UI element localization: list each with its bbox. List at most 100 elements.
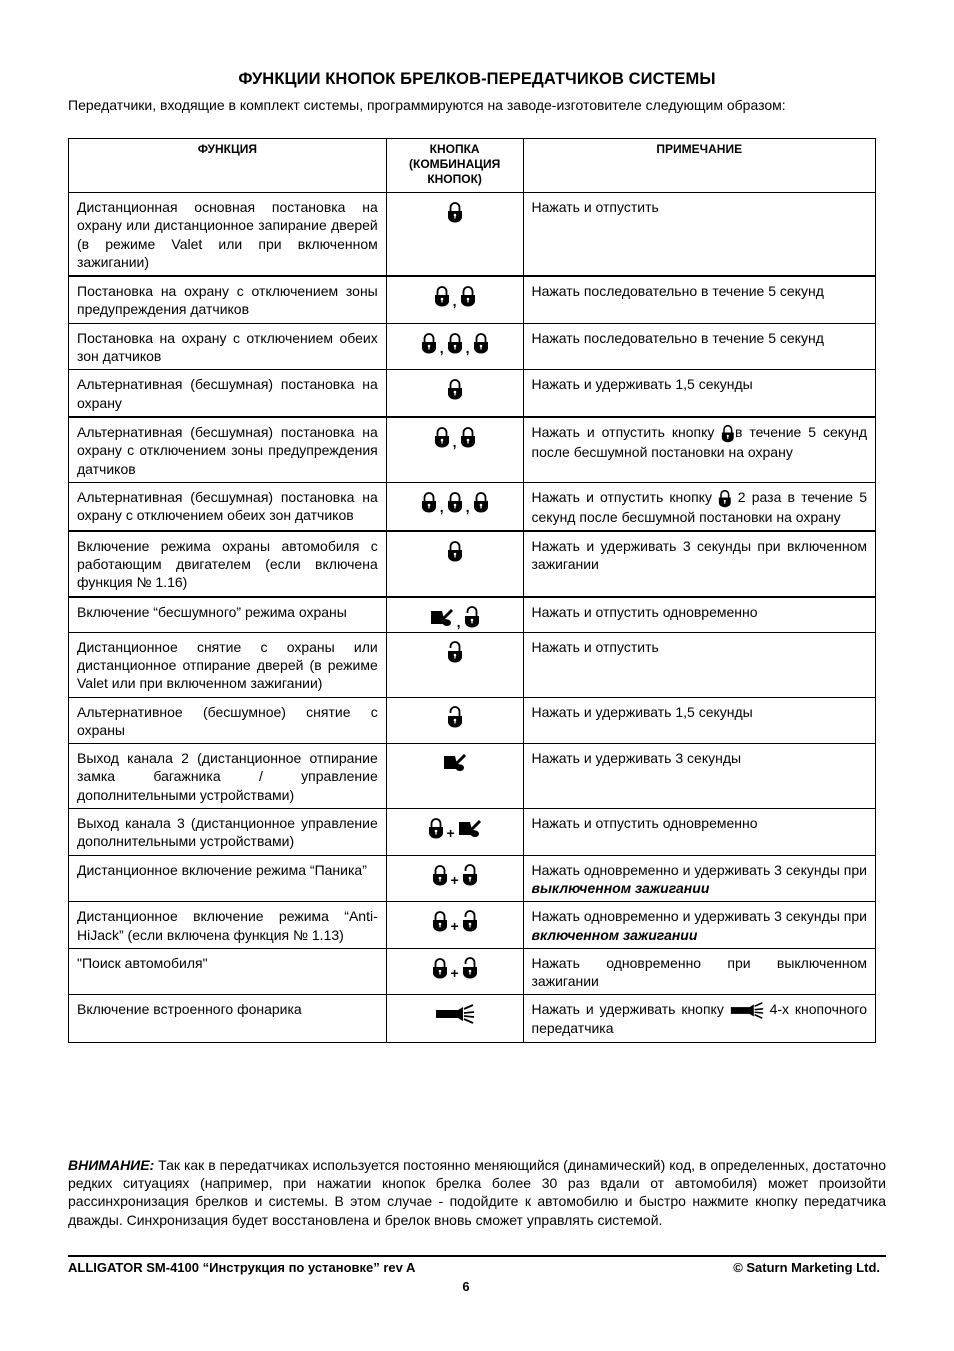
- note-cell: Нажать последовательно в течение 5 секун…: [522, 322, 876, 371]
- padlock-locked-icon: [447, 332, 463, 354]
- padlock-locked-icon: [447, 491, 463, 513]
- button-combination-cell: [385, 631, 524, 698]
- function-cell: Включение “бесшумного” режима охраны: [68, 595, 387, 633]
- function-cell: Постановка на охрану с отключением зоны …: [68, 275, 387, 324]
- warning-text: Так как в передатчиках используется пост…: [68, 1157, 886, 1228]
- table-row: Постановка на охрану с отключением зоны …: [68, 275, 876, 324]
- table-header-row: ФУНКЦИЯ КНОПКА (КОМБИНАЦИЯ КНОПОК) ПРИМЕ…: [68, 138, 876, 193]
- padlock-locked-icon: [432, 864, 448, 886]
- car-trunk-icon: [430, 607, 454, 627]
- function-cell: "Поиск автомобиля": [68, 947, 387, 996]
- padlock-locked-icon: [473, 491, 489, 513]
- table-row: Дистанционное снятие с охраны или дистан…: [68, 631, 876, 698]
- note-text: Нажать и отпустить кнопку: [531, 488, 719, 505]
- car-trunk-icon: [443, 752, 467, 772]
- button-combination-cell: +: [385, 901, 524, 949]
- comma-separator: ,: [465, 498, 470, 515]
- note-text: 4-х кнопочного передатчика: [531, 1001, 868, 1037]
- button-combination-cell: +: [385, 808, 524, 856]
- button-combination-cell: +: [385, 854, 524, 903]
- warning-paragraph: ВНИМАНИЕ: Так как в передатчиках использ…: [68, 1156, 886, 1229]
- page-title: ФУНКЦИИ КНОПОК БРЕЛКОВ-ПЕРЕДАТЧИКОВ СИСТ…: [238, 70, 716, 88]
- button-combination-cell: [385, 369, 524, 418]
- button-combination-cell: ,: [385, 415, 524, 483]
- padlock-unlocked-icon: [464, 606, 480, 628]
- note-cell: Нажать и удерживать 1,5 секунды: [522, 696, 876, 745]
- note-text: Нажать последовательно в течение 5 секун…: [531, 329, 824, 346]
- note-cell: Нажать и отпустить одновременно: [522, 595, 876, 633]
- plus-separator: +: [450, 871, 459, 888]
- function-cell: Дистанционное включение режима “Anti-HiJ…: [68, 901, 387, 949]
- flashlight-icon: [730, 1002, 764, 1019]
- comma-separator: ,: [456, 613, 461, 630]
- padlock-locked-icon: [447, 201, 463, 223]
- padlock-locked-icon: [447, 540, 463, 562]
- note-text: Нажать и удерживать 1,5 секунды: [531, 376, 753, 393]
- table-row: Альтернативная (бесшумная) постановка на…: [68, 415, 876, 483]
- note-text: Нажать и удерживать 3 секунды: [531, 750, 742, 767]
- table-row: Включение встроенного фонарика Нажать и у…: [68, 994, 876, 1043]
- function-cell: Дистанционная основная постановка на охр…: [68, 192, 387, 277]
- padlock-unlocked-icon: [462, 957, 478, 979]
- note-text: Нажать последовательно в течение 5 секун…: [531, 283, 824, 300]
- table-row: Дистанционная основная постановка на охр…: [68, 192, 876, 277]
- note-text: Нажать и отпустить одновременно: [531, 603, 758, 620]
- note-cell: Нажать и удерживать 3 секунды: [522, 743, 876, 810]
- note-text: Нажать одновременно и удерживать 3 секун…: [531, 908, 868, 925]
- padlock-locked-icon: [434, 285, 450, 307]
- comma-separator: ,: [465, 339, 470, 356]
- comma-separator: ,: [452, 433, 457, 450]
- button-combination-cell: ,: [385, 595, 524, 633]
- padlock-locked-icon: [460, 285, 476, 307]
- button-combination-cell: [385, 696, 524, 745]
- padlock-locked-icon: [432, 910, 448, 932]
- comma-separator: ,: [439, 339, 444, 356]
- function-cell: Включение режима охраны автомобиля с раб…: [68, 529, 387, 598]
- function-cell: Альтернативное (бесшумное) снятие с охра…: [68, 696, 387, 745]
- note-text: в течение 5 секунд после бесшумной поста…: [531, 423, 868, 460]
- button-combination-cell: [385, 529, 524, 598]
- function-cell: Включение встроенного фонарика: [68, 994, 387, 1043]
- function-cell: Дистанционное снятие с охраны или дистан…: [68, 631, 387, 698]
- table-row: Включение режима охраны автомобиля с раб…: [68, 529, 876, 598]
- button-combination-cell: ,: [385, 275, 524, 324]
- table-row: Выход канала 2 (дистанционное отпирание …: [68, 743, 876, 810]
- table-row: Дистанционное включение режима “Паника” +…: [68, 854, 876, 903]
- function-cell: Постановка на охрану с отключением обеих…: [68, 322, 387, 371]
- footer-divider: [68, 1255, 886, 1257]
- padlock-unlocked-icon: [447, 641, 463, 663]
- table-row: "Поиск автомобиля" + Нажать одновременно п…: [68, 947, 876, 996]
- padlock-locked-icon: [473, 332, 489, 354]
- button-combination-cell: [385, 994, 524, 1043]
- table-row: Альтернативная (бесшумная) постановка на…: [68, 369, 876, 418]
- note-emphasis: выключенном зажигании: [531, 879, 710, 896]
- function-cell: Альтернативная (бесшумная) постановка на…: [68, 369, 387, 418]
- note-text: Нажать и отпустить: [531, 199, 659, 215]
- function-cell: Альтернативная (бесшумная) постановка на…: [68, 415, 387, 483]
- note-cell: Нажать и отпустить одновременно: [522, 808, 876, 856]
- button-combination-cell: [385, 192, 524, 277]
- note-cell: Нажать последовательно в течение 5 секун…: [522, 275, 876, 324]
- plus-separator: +: [450, 964, 459, 981]
- note-text: 2 раза в течение 5 секунд после бесшумно…: [531, 488, 868, 525]
- header-note: ПРИМЕЧАНИЕ: [522, 138, 876, 193]
- note-emphasis: включенном зажигании: [531, 926, 698, 943]
- padlock-locked-icon: [428, 817, 444, 839]
- button-combination-cell: +: [385, 947, 524, 996]
- padlock-locked-icon: [718, 489, 732, 508]
- plus-separator: +: [450, 918, 459, 935]
- table-row: Альтернативное (бесшумное) снятие с охра…: [68, 696, 876, 745]
- warning-label: ВНИМАНИЕ:: [68, 1157, 155, 1173]
- table-body: Дистанционная основная постановка на охр…: [68, 192, 876, 1043]
- page-number: 6: [462, 1279, 470, 1294]
- note-cell: Нажать одновременно и удерживать 3 секун…: [522, 854, 876, 903]
- note-text: Нажать одновременно при выключенном зажи…: [531, 954, 868, 990]
- padlock-locked-icon: [421, 491, 437, 513]
- note-cell: Нажать и удерживать 1,5 секунды: [522, 369, 876, 418]
- note-cell: Нажать и удерживать 3 секунды при включе…: [522, 529, 876, 598]
- note-cell: Нажать одновременно и удерживать 3 секун…: [522, 901, 876, 949]
- plus-separator: +: [446, 824, 455, 841]
- note-cell: Нажать и отпустить: [522, 631, 876, 698]
- padlock-locked-icon: [460, 426, 476, 448]
- note-text: Нажать и отпустить кнопку: [531, 423, 722, 440]
